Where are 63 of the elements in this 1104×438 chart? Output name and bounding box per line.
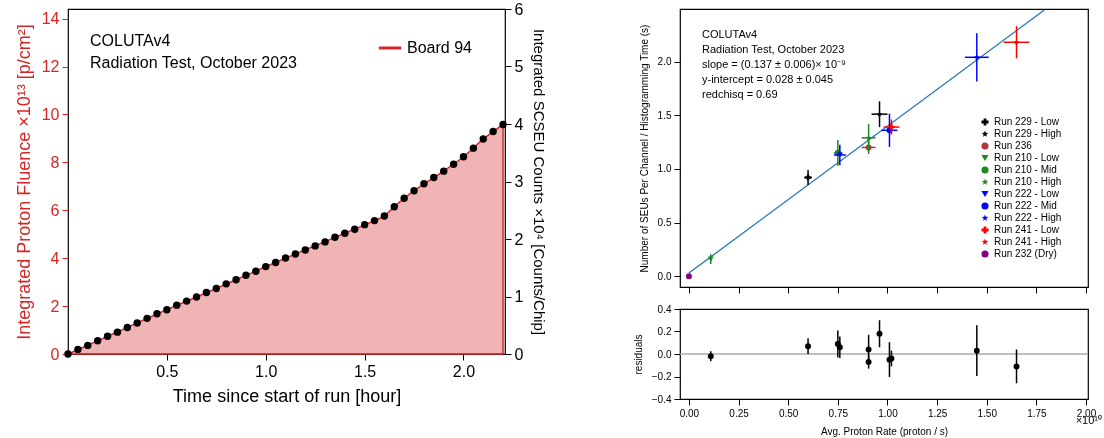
y-tick-label: 12 — [41, 58, 60, 75]
x-tick-label: 1.0 — [255, 362, 278, 380]
legend-label: Run 232 (Dry) — [994, 248, 1057, 259]
legend-label: Run 241 - Low — [994, 224, 1060, 235]
legend-label: Run 229 - Low — [994, 116, 1060, 127]
y-tick-label: 8 — [50, 153, 60, 171]
legend-label: Run 210 - Low — [994, 152, 1060, 163]
y-axis-title: Integrated Proton Fluence ×10¹³ [p/cm²] — [13, 24, 34, 340]
y-tick-label: 1.5 — [657, 109, 672, 121]
x-tick-label: 0.5 — [156, 362, 179, 380]
y2-tick-label: 2 — [514, 230, 524, 248]
y-tick-label: 6 — [50, 201, 60, 219]
y-tick-label: 4 — [50, 249, 60, 267]
y2-axis-title: Integrated SCSEU Counts ×10⁴ [Counts/Chip] — [531, 28, 549, 336]
y-tick-label: 2 — [50, 297, 60, 315]
x-tick-label: 1.5 — [353, 362, 377, 380]
x-tick-label: 1.75 — [1027, 407, 1048, 419]
y-tick-label: 0.4 — [657, 303, 672, 315]
annotation: Radiation Test, October 2023 — [702, 43, 845, 55]
x-tick-label: 0.00 — [679, 407, 700, 419]
y-tick-label: −0.4 — [651, 393, 672, 405]
annotation: Radiation Test, October 2023 — [90, 54, 298, 71]
legend-label: Run 210 - Mid — [994, 164, 1057, 175]
x-tick-label: 1.50 — [977, 407, 998, 419]
legend-label: Run 222 - High — [994, 212, 1062, 223]
x-tick-label: 0.50 — [778, 407, 799, 419]
x-axis-title: Avg. Proton Rate (proton / s) — [820, 425, 949, 437]
annotation: slope = (0.137 ± 0.006)× 10⁻⁹ — [702, 58, 846, 70]
legend-label: Run 222 - Mid — [994, 200, 1057, 211]
legend-label: Run 210 - High — [994, 176, 1062, 187]
x-tick-label: 1.25 — [927, 407, 948, 419]
y-tick-label: 10 — [41, 105, 60, 123]
y-tick-label: 0 — [50, 345, 60, 363]
legend-label: Run 222 - Low — [994, 188, 1060, 199]
x-tick-label: 0.75 — [828, 407, 849, 419]
legend-label: Run 241 - High — [994, 236, 1062, 247]
legend-label: Board 94 — [407, 39, 473, 56]
y2-tick-label: 1 — [514, 288, 524, 305]
y-axis-title: residuals — [632, 334, 644, 375]
y2-tick-label: 5 — [514, 58, 524, 75]
y2-tick-label: 3 — [514, 173, 524, 190]
y-tick-label: 0.0 — [657, 348, 672, 360]
y-tick-label: 0.0 — [657, 270, 672, 282]
y-tick-label: −0.2 — [651, 371, 672, 382]
legend-label: Run 236 — [994, 140, 1033, 151]
y-tick-label: 14 — [41, 10, 60, 28]
y-tick-label: 2.0 — [657, 56, 672, 68]
annotation: y-intercept = 0.028 ± 0.045 — [702, 73, 834, 85]
annotation: redchisq = 0.69 — [702, 88, 778, 100]
y-tick-label: 0.5 — [657, 217, 672, 229]
y2-tick-label: 0 — [514, 345, 524, 363]
y-axis-title: Number of SEUs Per Channel / Histogramming Time (s) — [638, 24, 650, 273]
x-tick-label: 2.0 — [452, 362, 476, 380]
annotation: COLUTAv4 — [90, 32, 171, 49]
x-axis-title: Time since start of run [hour] — [172, 385, 402, 406]
x-tick-label: 1.00 — [878, 407, 899, 419]
legend-label: Run 229 - High — [994, 128, 1062, 139]
x-tick-label: 0.25 — [729, 407, 750, 419]
y2-tick-label: 6 — [514, 0, 524, 18]
annotation: COLUTAv4 — [702, 28, 758, 40]
y-tick-label: 1.0 — [657, 163, 672, 175]
y2-tick-label: 4 — [514, 115, 524, 133]
y-tick-label: 0.2 — [657, 326, 672, 337]
